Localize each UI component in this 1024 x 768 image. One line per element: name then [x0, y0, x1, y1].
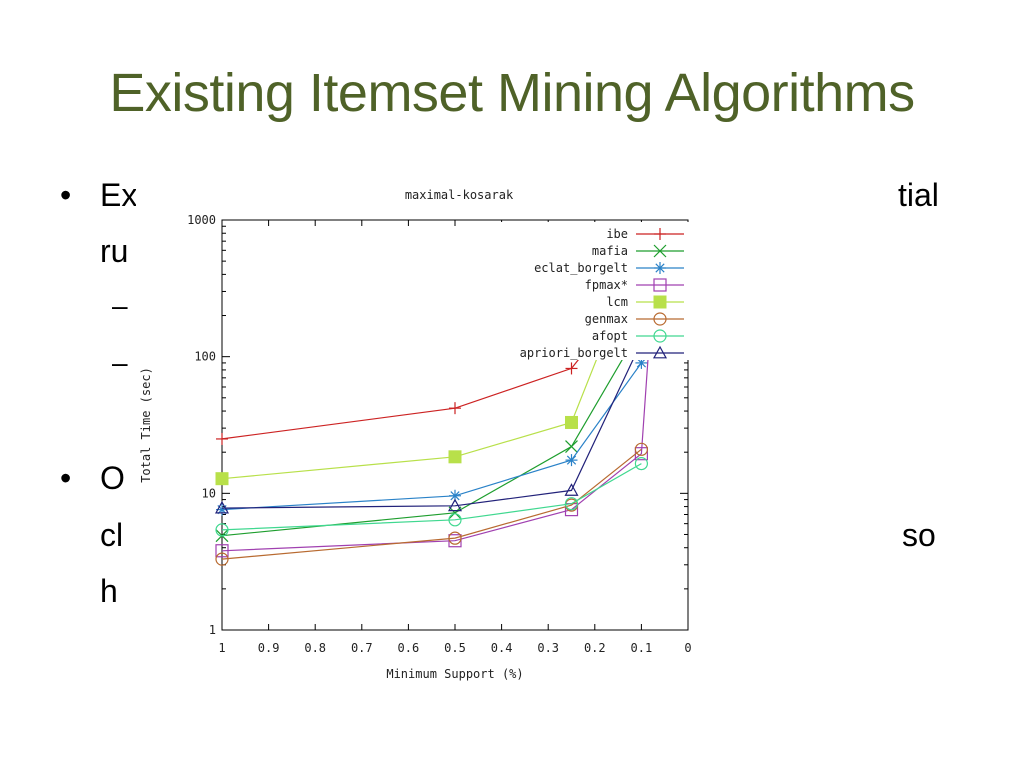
- legend-label: eclat_borgelt: [534, 261, 628, 275]
- legend-marker: [654, 228, 666, 240]
- bullet-dot: •: [60, 460, 72, 496]
- series-line-genmax: [221, 448, 642, 560]
- x-tick-label: 0.5: [444, 641, 466, 655]
- y-tick-label: 1: [209, 623, 216, 637]
- series-line-apriori_borgelt: [221, 341, 642, 509]
- legend-marker: [653, 312, 667, 326]
- line-chart: 1 10 100 1000 1 0.9 0.8 0.7 0.6 0.5 0.4 0.3 0.2 0.1 0 m…: [139, 188, 692, 681]
- series-line-afopt: [221, 463, 642, 531]
- legend-label: apriori_borgelt: [520, 346, 628, 360]
- legend-label: lcm: [606, 295, 628, 309]
- data-point-fpmax*: [215, 544, 229, 558]
- data-point-apriori_borgelt: [447, 498, 463, 512]
- legend-marker: [654, 262, 666, 274]
- data-point-mafia: [565, 440, 578, 453]
- sub-bullet-dash: –: [112, 347, 128, 378]
- bullet-fragment: h: [100, 573, 118, 609]
- legend-marker: [653, 244, 667, 258]
- x-tick-label: 0.3: [537, 641, 559, 655]
- y-tick-label: 1000: [187, 213, 216, 227]
- x-tick-label: 0.7: [351, 641, 373, 655]
- y-tick-label: 100: [194, 350, 216, 364]
- data-point-apriori_borgelt: [564, 483, 579, 496]
- chart-image: 1 10 100 1000 1 0.9 0.8 0.7 0.6 0.5 0.4 0.3 0.2 0.1 0 m…: [136, 178, 706, 688]
- x-tick-label: 0.8: [304, 641, 326, 655]
- data-point-lcm: [565, 415, 578, 429]
- data-point-lcm: [448, 450, 462, 464]
- x-tick-label: 0.2: [584, 641, 606, 655]
- data-point-apriori_borgelt: [214, 500, 230, 514]
- x-tick-label: 0.4: [491, 641, 513, 655]
- data-point-ibe: [216, 432, 228, 445]
- x-tick-label: 0.1: [631, 641, 653, 655]
- data-point-ibe: [449, 402, 461, 415]
- data-point-ibe: [565, 362, 578, 375]
- x-tick-label: 0.6: [398, 641, 420, 655]
- x-tick-label: 0: [684, 641, 691, 655]
- bullet-dot: •: [60, 177, 72, 213]
- data-point-afopt: [634, 457, 648, 471]
- data-point-lcm: [215, 472, 229, 486]
- slide-title: Existing Itemset Mining Algorithms: [109, 63, 915, 123]
- legend-marker: [653, 278, 667, 292]
- bullet-fragment: cl: [100, 517, 124, 553]
- data-point-genmax: [634, 442, 648, 456]
- y-tick-label: 10: [202, 486, 216, 500]
- legend-label: fpmax*: [585, 278, 628, 292]
- x-axis-label: Minimum Support (%): [386, 667, 523, 681]
- bullet-fragment: so: [902, 517, 936, 553]
- data-point-afopt: [448, 513, 462, 527]
- sub-bullet-dash: –: [112, 290, 128, 321]
- bullet-fragment: tial: [898, 177, 939, 213]
- legend-marker: [652, 345, 668, 359]
- bullet-fragment: ru: [100, 233, 129, 269]
- bullet-fragment: O: [100, 460, 125, 496]
- data-point-eclat_borgelt: [565, 454, 578, 467]
- data-point-eclat_borgelt: [635, 356, 648, 369]
- series-line-eclat_borgelt: [221, 362, 642, 511]
- legend-label: ibe: [606, 227, 628, 241]
- data-point-afopt: [215, 523, 229, 537]
- data-point-afopt: [564, 497, 579, 511]
- chart-title: maximal-kosarak: [405, 188, 514, 202]
- legend-marker: [653, 329, 667, 343]
- y-axis-label: Total Time (sec): [139, 367, 153, 483]
- data-point-mafia: [448, 506, 462, 520]
- legend-marker: [653, 295, 667, 309]
- bullet-fragment: Ex: [100, 177, 138, 213]
- x-tick-label: 1: [218, 641, 225, 655]
- data-point-genmax: [215, 552, 229, 566]
- legend-label: mafia: [592, 244, 628, 258]
- legend-label: afopt: [592, 329, 628, 343]
- legend-label: genmax: [585, 312, 628, 326]
- data-point-genmax: [448, 531, 462, 545]
- x-tick-label: 0.9: [258, 641, 280, 655]
